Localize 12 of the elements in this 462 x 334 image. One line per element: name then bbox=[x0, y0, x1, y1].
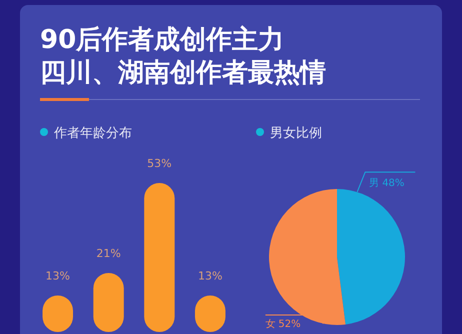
slice-label: 男 bbox=[369, 178, 380, 190]
data-label: 48% bbox=[382, 178, 404, 190]
chart-title: 作者年龄分布 bbox=[53, 126, 132, 141]
data-label: 13% bbox=[198, 269, 222, 282]
chart-title: 男女比例 bbox=[270, 126, 322, 141]
data-label: 21% bbox=[96, 246, 121, 260]
data-label: 13% bbox=[46, 269, 70, 282]
data-label: 53% bbox=[147, 157, 172, 170]
text: 90后作者成创作主力 bbox=[40, 25, 284, 55]
data-label: 52% bbox=[278, 319, 301, 330]
text: 四川、湖南创作者最热情 bbox=[40, 58, 326, 88]
slice-label: 女 bbox=[265, 318, 276, 330]
